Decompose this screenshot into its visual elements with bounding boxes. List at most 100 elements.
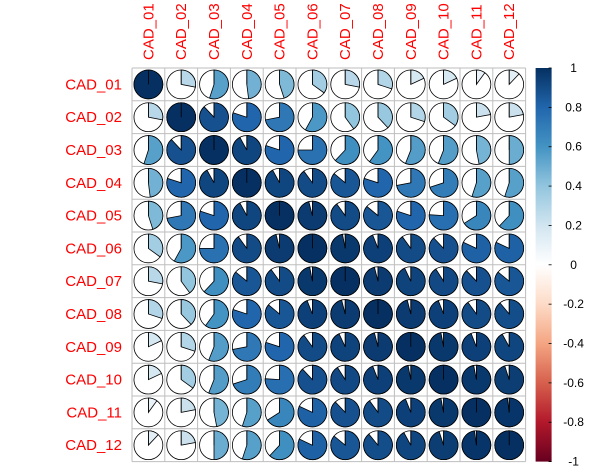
pie-cell-CAD_11-CAD_03: [199, 397, 229, 428]
pie-cell-CAD_06-CAD_04: [231, 233, 262, 264]
pie-slice: [304, 102, 328, 132]
row-label: CAD_01: [65, 76, 122, 93]
row-label: CAD_11: [66, 404, 122, 421]
pie-cell-CAD_06-CAD_05: [264, 233, 295, 264]
pie-cell-CAD_09-CAD_10: [428, 331, 459, 362]
pie-slice: [463, 200, 492, 231]
pie-cell-CAD_06-CAD_10: [428, 233, 459, 264]
pie-cell-CAD_05-CAD_05: [264, 200, 295, 231]
pie-slice: [269, 430, 295, 460]
pie-slice: [330, 167, 361, 198]
pie-cell-CAD_11-CAD_06: [297, 397, 328, 428]
pie-slice: [312, 69, 328, 94]
pie-cell-CAD_07-CAD_03: [199, 266, 229, 297]
pie-slice: [231, 266, 262, 296]
column-label: CAD_10: [436, 3, 453, 60]
pie-cell-CAD_05-CAD_11: [461, 200, 492, 231]
pie-cell-CAD_06-CAD_03: [199, 233, 229, 264]
grid: [131, 67, 527, 463]
pie-cell-CAD_07-CAD_08: [363, 266, 393, 297]
row-label: CAD_05: [65, 208, 122, 225]
pie-slice: [410, 102, 426, 123]
pie-cell-CAD_05-CAD_09: [395, 200, 426, 231]
pie-cell-CAD_03-CAD_03: [199, 135, 229, 165]
pie-slice: [494, 266, 525, 296]
pie-cell-CAD_02-CAD_12: [494, 102, 525, 133]
pie-slice: [148, 102, 164, 121]
pie-slice: [148, 233, 164, 258]
pie-cell-CAD_05-CAD_10: [428, 200, 459, 231]
colorbar-tick-label: -1: [568, 455, 579, 469]
pie-cell-CAD_02-CAD_09: [395, 102, 426, 133]
pie-slice: [148, 167, 164, 198]
pie-cell-CAD_11-CAD_02: [166, 397, 197, 428]
pie-cell-CAD_11-CAD_04: [231, 397, 262, 428]
column-label: CAD_11: [468, 4, 485, 60]
pie-cell-CAD_08-CAD_12: [494, 299, 525, 329]
pie-cell-CAD_05-CAD_04: [231, 200, 262, 231]
column-label: CAD_04: [239, 3, 256, 60]
pie-cell-CAD_08-CAD_02: [166, 299, 197, 329]
pie-cell-CAD_07-CAD_10: [428, 266, 459, 297]
pie-slice: [297, 135, 328, 165]
pie-cell-CAD_10-CAD_11: [461, 364, 492, 395]
pie-slice: [180, 430, 196, 446]
pie-cell-CAD_04-CAD_03: [199, 167, 229, 198]
colorbar-tick-label: -0.4: [563, 337, 584, 351]
pie-cell-CAD_10-CAD_08: [363, 364, 393, 395]
pie-cell-CAD_08-CAD_08: [363, 299, 393, 329]
pie-cell-CAD_04-CAD_07: [330, 167, 361, 198]
pie-cell-CAD_12-CAD_10: [428, 430, 459, 461]
pie-cell-CAD_10-CAD_02: [166, 364, 197, 395]
pie-cell-CAD_10-CAD_03: [199, 364, 229, 395]
pie-slice: [334, 135, 361, 165]
pie-cell-CAD_11-CAD_09: [395, 397, 426, 428]
pie-cell-CAD_12-CAD_08: [363, 430, 393, 461]
pie-cell-CAD_08-CAD_11: [461, 299, 492, 329]
pie-cell-CAD_08-CAD_05: [264, 299, 295, 329]
pie-cell-CAD_06-CAD_09: [395, 233, 426, 264]
pie-cell-CAD_04-CAD_12: [494, 167, 525, 198]
pie-slice: [148, 266, 164, 285]
pie-cell-CAD_05-CAD_02: [166, 200, 197, 231]
pie-slice: [476, 135, 492, 165]
pie-cell-CAD_05-CAD_01: [133, 200, 164, 231]
pie-slice: [180, 364, 197, 389]
row-label: CAD_06: [65, 240, 122, 257]
pie-cell-CAD_07-CAD_05: [264, 266, 295, 297]
colorbar-tick-label: 0.4: [565, 179, 582, 193]
row-label: CAD_04: [65, 175, 122, 192]
pie-cell-CAD_10-CAD_10: [428, 364, 459, 395]
pie-cell-CAD_10-CAD_12: [494, 364, 525, 395]
colorbar-tick-label: -0.6: [563, 376, 584, 390]
pie-cell-CAD_09-CAD_04: [231, 331, 262, 362]
pie-cell-CAD_12-CAD_04: [231, 430, 262, 461]
pie-cell-CAD_11-CAD_11: [461, 397, 492, 428]
colorbar-gradient: [535, 68, 552, 462]
pie-cell-CAD_01-CAD_11: [461, 69, 492, 100]
pie-cell-CAD_09-CAD_08: [363, 331, 393, 362]
row-label: CAD_09: [65, 339, 122, 356]
pie-cell-CAD_01-CAD_12: [494, 69, 525, 100]
pie-cell-CAD_05-CAD_08: [363, 200, 393, 231]
pie-cell-CAD_11-CAD_01: [133, 397, 164, 428]
column-label: CAD_09: [403, 3, 420, 60]
pie-cell-CAD_07-CAD_09: [395, 266, 426, 297]
pie-cell-CAD_01-CAD_03: [199, 69, 229, 100]
pie-cell-CAD_06-CAD_07: [330, 233, 361, 264]
row-label: CAD_02: [65, 109, 122, 126]
pie-cell-CAD_08-CAD_06: [297, 299, 328, 329]
pie-cell-CAD_02-CAD_10: [428, 102, 459, 133]
colorbar-tick-label: 0.2: [565, 218, 582, 232]
pie-slice: [180, 397, 196, 413]
pie-slice: [476, 102, 492, 118]
pie-cell-CAD_12-CAD_06: [297, 430, 328, 461]
pie-cell-CAD_09-CAD_12: [494, 331, 525, 362]
pie-cell-CAD_04-CAD_02: [166, 167, 197, 198]
pie-slice: [508, 102, 524, 118]
pie-cell-CAD_03-CAD_01: [133, 135, 164, 165]
colorbar-tick-label: 0: [570, 258, 577, 272]
pie-cell-CAD_07-CAD_12: [494, 266, 525, 297]
pie-slice: [148, 200, 164, 230]
